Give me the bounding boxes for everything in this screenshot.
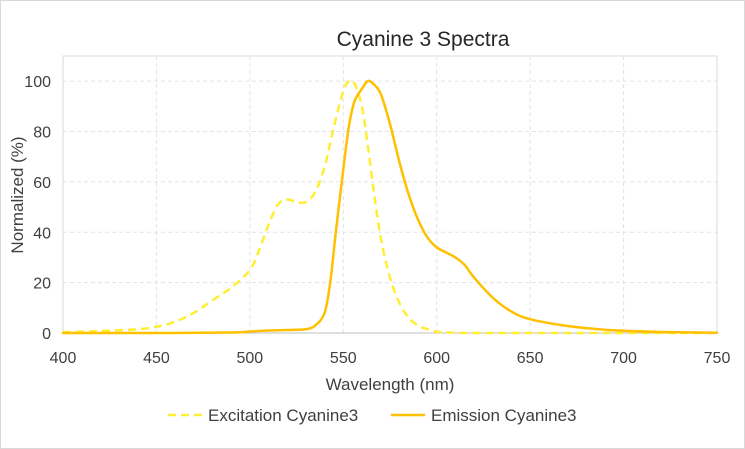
x-axis-title: Wavelength (nm) (326, 375, 455, 394)
y-tick-label: 40 (33, 225, 51, 242)
x-tick-label: 600 (423, 350, 450, 367)
x-tick-label: 650 (517, 350, 544, 367)
y-tick-label: 0 (42, 326, 51, 343)
legend: Excitation Cyanine3 Emission Cyanine3 (168, 406, 577, 425)
chart-title: Cyanine 3 Spectra (337, 28, 510, 51)
plot-area (62, 55, 718, 334)
x-tick-label: 500 (237, 350, 264, 367)
excitation-series-line (62, 79, 717, 335)
x-axis-ticks: 400 450 500 550 600 650 700 750 (50, 350, 731, 367)
emission-series-line (61, 79, 719, 335)
series-lines (61, 79, 719, 335)
x-tick-label: 700 (610, 350, 637, 367)
y-axis-title: Normalized (%) (8, 136, 27, 253)
y-tick-label: 100 (24, 74, 51, 91)
y-tick-label: 60 (33, 175, 51, 192)
x-tick-label: 400 (50, 350, 77, 367)
y-tick-label: 80 (33, 125, 51, 142)
x-tick-label: 450 (143, 350, 170, 367)
y-axis-ticks: 0 20 40 60 80 100 (24, 74, 51, 343)
legend-label-excitation: Excitation Cyanine3 (208, 406, 358, 425)
y-tick-label: 20 (33, 276, 51, 293)
x-tick-label: 750 (704, 350, 731, 367)
grid-lines (63, 56, 717, 333)
legend-label-emission: Emission Cyanine3 (431, 406, 577, 425)
x-tick-label: 550 (330, 350, 357, 367)
